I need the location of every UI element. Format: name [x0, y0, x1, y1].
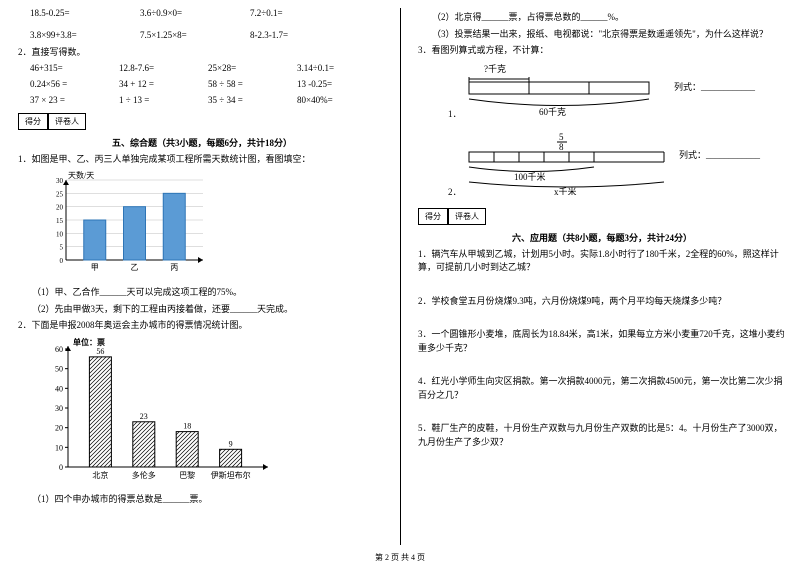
svg-text:30: 30 [56, 177, 64, 185]
score-cell: 得分 [418, 208, 448, 225]
eq: 25×28= [208, 63, 297, 73]
equation-row: 3.8×99+3.8= 7.5×1.25×8= 8-2.3-1.7= [30, 30, 386, 40]
eq: 7.5×1.25×8= [140, 30, 250, 40]
equation-row: 18.5-0.25= 3.6÷0.9×0= 7.2÷0.1= [30, 8, 386, 18]
svg-text:8: 8 [559, 142, 564, 152]
eq: 34 + 12 = [119, 79, 208, 89]
tape2-side: 列式：____________ [679, 149, 761, 160]
q5-1: 1．如图是甲、乙、丙三人单独完成某项工程所需天数统计图，看图填空： [18, 153, 386, 167]
eq: 0.24×56 = [30, 79, 119, 89]
tape1-top: ?千克 [484, 64, 506, 74]
score-table: 得分 评卷人 [18, 113, 386, 130]
bar-chart-votes: 单位：票 60 50 40 30 20 10 0 56 北京 23 多伦多 18 巴黎 9 伊斯坦布尔 [38, 337, 386, 489]
eq: 58 ÷ 58 = [208, 79, 297, 89]
eq: 3.6÷0.9×0= [140, 8, 250, 18]
eq: 80×40%= [297, 95, 386, 105]
svg-text:20: 20 [55, 423, 63, 432]
tape-diagram-1: 1． ?千克 60千克 列式：____________ [448, 62, 786, 120]
q6-2: 2．学校食堂五月份烧煤9.3吨，六月份烧煤9吨，两个月平均每天烧煤多少吨？ [418, 295, 786, 309]
section6-title: 六、应用题（共8小题，每题3分，共计24分） [418, 231, 786, 244]
q6-4: 4．红光小学师生向灾区捐款。第一次捐款4000元，第二次捐款4500元，第一次比… [418, 375, 786, 402]
svg-text:5: 5 [60, 244, 64, 252]
svg-text:0: 0 [60, 257, 64, 265]
svg-text:25: 25 [56, 190, 64, 198]
svg-text:18: 18 [183, 421, 191, 430]
eq: 8-2.3-1.7= [250, 30, 360, 40]
right-column: （2）北京得______票，占得票总数的______%。 （3）投票结果一出来，… [400, 0, 800, 565]
eq: 3.8×99+3.8= [30, 30, 140, 40]
bar-chart-days: 天数/天 30 25 20 15 10 5 0 甲 乙 丙 [38, 170, 386, 282]
svg-text:60: 60 [55, 345, 63, 354]
eq: 18.5-0.25= [30, 8, 140, 18]
q5-1a: （1）甲、乙合作______天可以完成这项工程的75%。 [32, 286, 386, 300]
equation-row: 46+315= 12.8-7.6= 25×28= 3.14÷0.1= [30, 63, 386, 73]
q5-1b: （2）先由甲做3天，剩下的工程由丙接着做，还要______天完成。 [32, 303, 386, 317]
svg-text:甲: 甲 [91, 263, 99, 272]
q5-3: 3．看图列算式或方程，不计算： [418, 44, 786, 58]
svg-text:乙: 乙 [131, 263, 139, 272]
q5-2b: （2）北京得______票，占得票总数的______%。 [432, 11, 786, 25]
tape2-frac: 5 [559, 132, 564, 142]
svg-text:伊斯坦布尔: 伊斯坦布尔 [211, 470, 251, 480]
eq: 13 -0.25= [297, 79, 386, 89]
q5-2: 2．下面是申报2008年奥运会主办城市的得票情况统计图。 [18, 319, 386, 333]
eq: 35 ÷ 34 = [208, 95, 297, 105]
score-cell: 评卷人 [48, 113, 86, 130]
svg-text:56: 56 [96, 346, 104, 355]
svg-text:50: 50 [55, 364, 63, 373]
tape1-bottom: 60千克 [539, 107, 566, 117]
eq: 7.2÷0.1= [250, 8, 360, 18]
eq: 12.8-7.6= [119, 63, 208, 73]
section5-title: 五、综合题（共3小题，每题6分，共计18分） [18, 136, 386, 149]
svg-text:丙: 丙 [170, 263, 178, 272]
svg-text:20: 20 [56, 204, 64, 212]
score-cell: 得分 [18, 113, 48, 130]
eq: 3.14÷0.1= [297, 63, 386, 73]
svg-text:10: 10 [56, 230, 64, 238]
q6-5: 5．鞋厂生产的皮鞋，十月份生产双数与九月份生产双数的比是5：4。十月份生产了30… [418, 422, 786, 449]
svg-text:9: 9 [229, 439, 233, 448]
equation-row: 37 × 23 = 1 ÷ 13 = 35 ÷ 34 = 80×40%= [30, 95, 386, 105]
svg-text:15: 15 [56, 217, 64, 225]
q5-2a: （1）四个申办城市的得票总数是______票。 [32, 493, 386, 507]
tape2-100: 100千米 [514, 171, 546, 182]
eq: 37 × 23 = [30, 95, 119, 105]
svg-text:23: 23 [140, 411, 148, 420]
left-column: 18.5-0.25= 3.6÷0.9×0= 7.2÷0.1= 3.8×99+3.… [0, 0, 400, 565]
score-cell: 评卷人 [448, 208, 486, 225]
equation-row: 0.24×56 = 34 + 12 = 58 ÷ 58 = 13 -0.25= [30, 79, 386, 89]
svg-text:多伦多: 多伦多 [132, 470, 156, 480]
eq: 1 ÷ 13 = [119, 95, 208, 105]
svg-text:北京: 北京 [92, 470, 108, 480]
q6-3: 3．一个圆锥形小麦堆，底周长为18.84米，高1米，如果每立方米小麦重720千克… [418, 328, 786, 355]
svg-text:30: 30 [55, 404, 63, 413]
q2-title: 2．直接写得数。 [18, 46, 386, 60]
page-footer: 第 2 页 共 4 页 [0, 552, 800, 563]
svg-text:巴黎: 巴黎 [179, 470, 195, 480]
svg-text:40: 40 [55, 384, 63, 393]
svg-text:10: 10 [55, 443, 63, 452]
svg-text:天数/天: 天数/天 [68, 170, 94, 180]
q5-2c: （3）投票结果一出来，报纸、电视都说："北京得票是数遥遥领先"，为什么这样说？ [432, 28, 786, 42]
score-table: 得分 评卷人 [418, 208, 786, 225]
tape2-x: x千米 [554, 186, 577, 195]
svg-text:单位：票: 单位：票 [73, 337, 105, 347]
tape-diagram-2: 2． 5 8 100千米 x千米 列式：____________ [448, 130, 786, 198]
tape1-side: 列式：____________ [674, 81, 756, 92]
svg-text:0: 0 [59, 463, 63, 472]
q6-1: 1．辆汽车从甲城到乙城，计划用5小时。实际1.8小时行了180千米，2全程的60… [418, 248, 786, 275]
eq: 46+315= [30, 63, 119, 73]
